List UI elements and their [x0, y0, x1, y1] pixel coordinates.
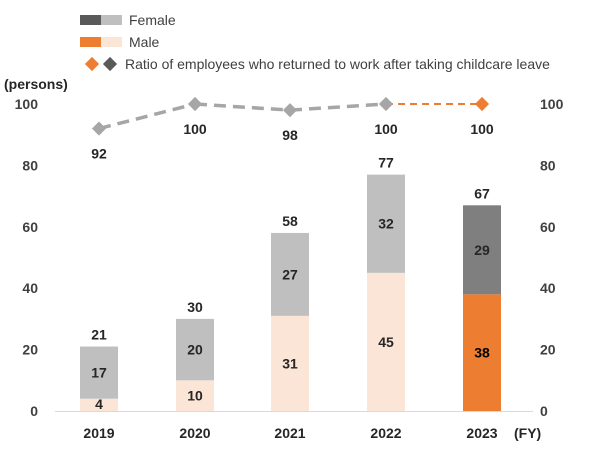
- ratio-label: 92: [91, 146, 107, 162]
- ratio-point-2021: [282, 103, 298, 118]
- ratio-point-2022: [378, 96, 394, 112]
- y-tick-label: 80: [22, 157, 38, 173]
- bar-male-2022: [367, 272, 405, 411]
- y2-tick-label: 100: [540, 96, 564, 112]
- legend-ratio: Ratio of employees who returned to work …: [84, 56, 550, 72]
- ratio-label: 100: [374, 121, 398, 137]
- data-label-male: 38: [474, 345, 490, 361]
- data-label-female: 17: [91, 365, 107, 381]
- bar-female-2022: [367, 174, 405, 273]
- bar-female-2019: [80, 346, 118, 399]
- legend-female: Female: [80, 12, 176, 28]
- legend-female-label: Female: [129, 12, 176, 28]
- female-swatch-past: [101, 15, 122, 25]
- data-label-female: 29: [474, 242, 490, 258]
- data-label-total: 21: [91, 327, 107, 343]
- legend-male: Male: [80, 34, 159, 50]
- bar-male-2023: [463, 294, 501, 411]
- legend-ratio-label: Ratio of employees who returned to work …: [125, 56, 550, 72]
- y-tick-label: 100: [15, 96, 39, 112]
- ratio-point-2019: [91, 121, 107, 136]
- data-label-total: 67: [474, 185, 490, 201]
- y-tick-label: 0: [30, 403, 38, 419]
- ratio-label: 100: [183, 121, 207, 137]
- y2-tick-label: 20: [540, 342, 556, 358]
- male-swatch-current: [80, 37, 101, 47]
- data-label-male: 10: [187, 388, 203, 404]
- data-label-total: 58: [282, 213, 298, 229]
- x-tick-label: 2020: [179, 425, 210, 441]
- bar-male-2019: [80, 398, 118, 411]
- data-label-total: 30: [187, 299, 203, 315]
- female-swatch-current: [80, 15, 101, 25]
- male-swatch-past: [101, 37, 122, 47]
- bar-male-2021: [271, 315, 309, 411]
- bar-male-2020: [176, 380, 214, 411]
- data-label-male: 31: [282, 355, 298, 371]
- ratio-label: 98: [282, 127, 298, 143]
- data-label-male: 45: [378, 334, 394, 350]
- data-label-female: 32: [378, 216, 394, 232]
- x-tick-label: 2023: [466, 425, 497, 441]
- y2-tick-label: 60: [540, 219, 556, 235]
- y2-tick-label: 80: [540, 157, 556, 173]
- bar-female-2023: [463, 205, 501, 295]
- bar-female-2020: [176, 318, 214, 381]
- data-label-total: 77: [378, 155, 394, 171]
- y2-tick-label: 0: [540, 403, 548, 419]
- data-label-female: 20: [187, 342, 203, 358]
- y-tick-label: 40: [22, 280, 38, 296]
- ratio-line-segment: [98, 102, 196, 131]
- x-tick-label: 2021: [274, 425, 305, 441]
- data-label-female: 27: [282, 266, 298, 282]
- female-swatch: [80, 15, 122, 25]
- x-axis-unit: (FY): [514, 425, 541, 441]
- x-tick-label: 2022: [370, 425, 401, 441]
- ratio-point-2020: [187, 96, 203, 112]
- male-swatch: [80, 37, 122, 47]
- ratio-point-2023: [474, 96, 490, 112]
- y-tick-label: 20: [22, 342, 38, 358]
- y-axis-title: (persons): [4, 76, 68, 92]
- ratio-label: 100: [470, 121, 494, 137]
- ratio-line-segment: [289, 102, 387, 112]
- bar-female-2021: [271, 232, 309, 316]
- ratio-line-segment: [194, 102, 291, 112]
- legend-male-label: Male: [129, 34, 160, 50]
- data-label-male: 4: [95, 396, 103, 412]
- y2-tick-label: 40: [540, 280, 556, 296]
- y-tick-label: 60: [22, 219, 38, 235]
- x-tick-label: 2019: [83, 425, 114, 441]
